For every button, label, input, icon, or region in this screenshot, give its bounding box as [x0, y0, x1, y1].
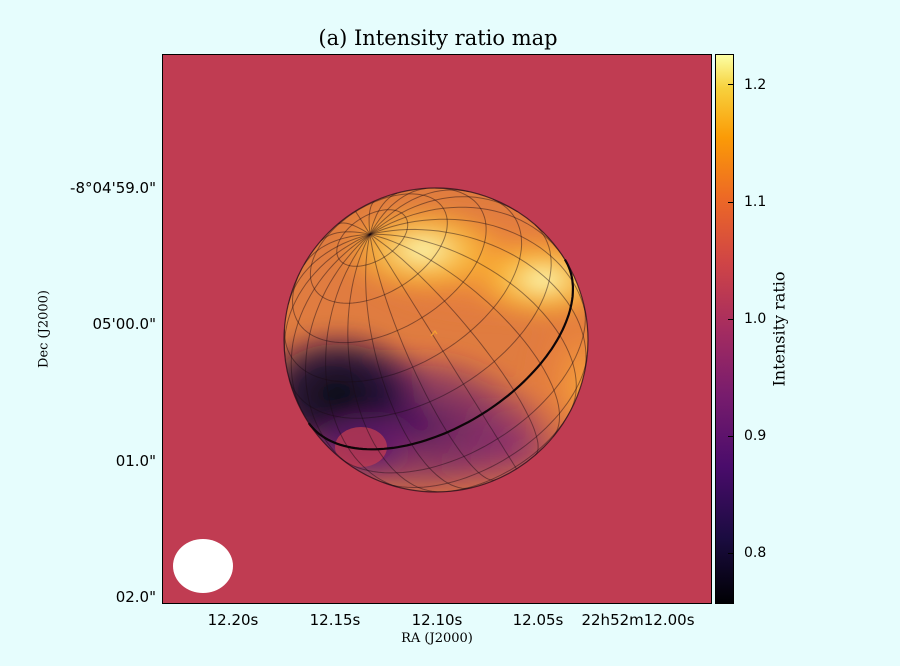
disc-edge [283, 187, 589, 493]
chart-title: (a) Intensity ratio map [318, 26, 558, 50]
x-tick-2: 12.10s [411, 611, 463, 629]
latitude-line [291, 188, 487, 344]
longitude-line [369, 234, 517, 470]
latitude-line [336, 209, 409, 267]
equator-line [307, 258, 574, 451]
y-tick-3: 02.0" [115, 588, 156, 606]
colorbar-label: Intensity ratio [769, 271, 789, 387]
colorbar-tick-4: 0.8 [744, 545, 767, 561]
longitude-line [365, 234, 472, 489]
longitude-line [287, 233, 371, 305]
longitude-line [369, 233, 539, 456]
intensity-map [163, 55, 711, 603]
y-tick-0: -8°04'59.0" [70, 179, 156, 197]
colorbar-tick-2: 1.0 [744, 311, 767, 327]
longitude-line [369, 234, 497, 481]
y-tick-1: 05'00.0" [92, 315, 156, 333]
longitude-line [369, 233, 577, 412]
latitude-line [284, 198, 523, 383]
colorbar-tick-1: 1.1 [744, 194, 767, 210]
colorbar-tickmark [728, 436, 734, 437]
longitude-line [284, 233, 371, 357]
longitude-line [369, 196, 518, 235]
colorbar [715, 54, 734, 604]
longitude-line [369, 206, 566, 260]
latitude-line [309, 193, 448, 304]
x-axis-label: RA (J2000) [401, 631, 473, 646]
beam-ellipse [173, 539, 233, 593]
colorbar-tick-3: 0.9 [744, 428, 767, 444]
longitude-line [338, 222, 371, 235]
longitude-line [369, 192, 398, 235]
longitude-line [303, 233, 371, 265]
longitude-line [369, 233, 560, 438]
x-tick-0: 12.20s [207, 611, 259, 629]
colorbar-tickmark [728, 319, 734, 320]
colorbar-tickmark [728, 202, 734, 203]
longitude-line [320, 231, 371, 241]
colorbar-tickmark [728, 84, 734, 85]
y-tick-2: 01.0" [115, 452, 156, 470]
latitude-line [288, 224, 552, 419]
x-tick-1: 12.15s [309, 611, 361, 629]
equator-path [307, 258, 574, 451]
longitude-line [290, 233, 371, 416]
x-tick-4: 22h52m12.00s [581, 611, 695, 629]
longitude-line [369, 188, 427, 235]
longitude-line [347, 234, 442, 492]
longitude-line [368, 200, 375, 235]
latitude-line [340, 306, 586, 474]
plot-area [162, 54, 712, 604]
longitude-line [369, 228, 587, 371]
longitude-line [369, 189, 469, 235]
lat-lon-grid [284, 188, 588, 492]
longitude-line [325, 234, 398, 488]
center-marker [430, 329, 438, 337]
x-tick-3: 12.05s [512, 611, 564, 629]
colorbar-tick-0: 1.2 [744, 77, 767, 93]
colorbar-tickmark [728, 553, 734, 554]
y-axis-label: Dec (J2000) [36, 290, 52, 368]
latitude-line [383, 355, 588, 489]
longitude-line [355, 210, 371, 235]
